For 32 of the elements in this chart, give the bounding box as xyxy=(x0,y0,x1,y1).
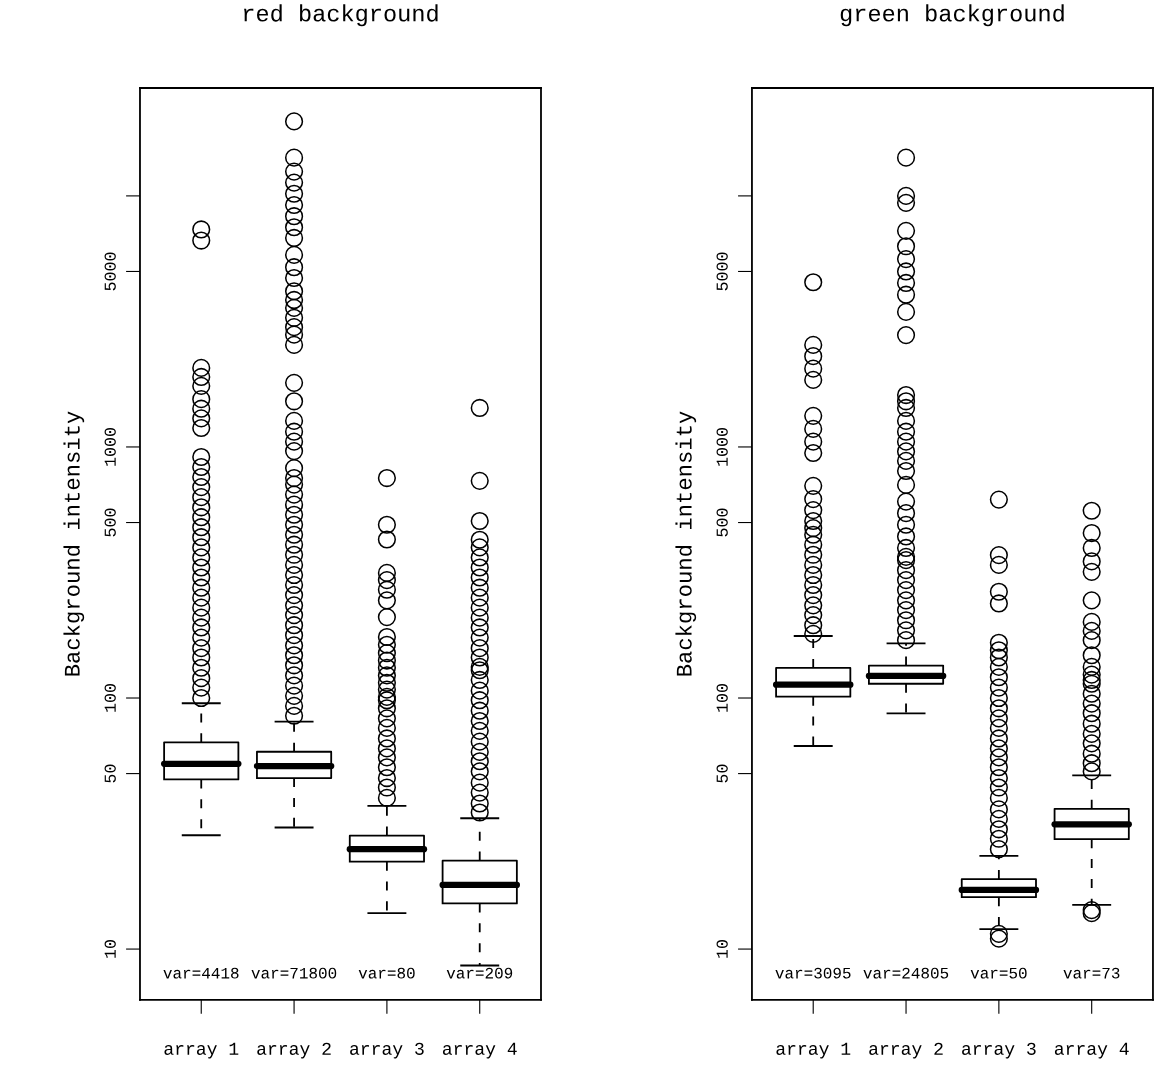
annotation: var=4418 xyxy=(163,967,239,979)
x-tick-label: array 3 xyxy=(962,1042,1036,1059)
y-tick-label: 10 xyxy=(104,940,116,958)
annotation: var=73 xyxy=(1063,967,1120,979)
x-tick-label: array 4 xyxy=(1054,1042,1129,1059)
y-tick-label: 5000 xyxy=(716,252,728,291)
y-tick-label: 100 xyxy=(716,684,728,712)
annotation: var=3095 xyxy=(775,967,851,979)
chart-title: green background xyxy=(840,4,1064,27)
annotation: var=209 xyxy=(446,967,513,979)
x-tick-label: array 2 xyxy=(257,1042,331,1059)
chart-title: red background xyxy=(244,4,438,27)
y-tick-label: 50 xyxy=(716,764,728,783)
y-tick-label: 10 xyxy=(716,940,728,958)
y-tick-label: 500 xyxy=(104,508,116,537)
x-tick-label: array 2 xyxy=(869,1042,943,1059)
annotation: var=50 xyxy=(970,967,1027,979)
annotation: var=24805 xyxy=(863,967,949,979)
x-tick-label: array 1 xyxy=(776,1042,851,1059)
annotation: var=71800 xyxy=(251,967,337,979)
y-tick-label: 1000 xyxy=(716,427,728,466)
x-tick-label: array 3 xyxy=(350,1042,424,1059)
annotation: var=80 xyxy=(358,967,415,979)
y-axis-title: Background intensity xyxy=(675,411,697,676)
y-tick-label: 100 xyxy=(104,684,116,712)
y-tick-label: 500 xyxy=(716,508,728,537)
y-axis-title: Background intensity xyxy=(63,411,85,676)
y-tick-label: 1000 xyxy=(104,427,116,466)
y-tick-label: 5000 xyxy=(104,252,116,291)
x-tick-label: array 4 xyxy=(442,1042,517,1059)
x-tick-label: array 1 xyxy=(164,1042,239,1059)
y-tick-label: 50 xyxy=(104,764,116,783)
